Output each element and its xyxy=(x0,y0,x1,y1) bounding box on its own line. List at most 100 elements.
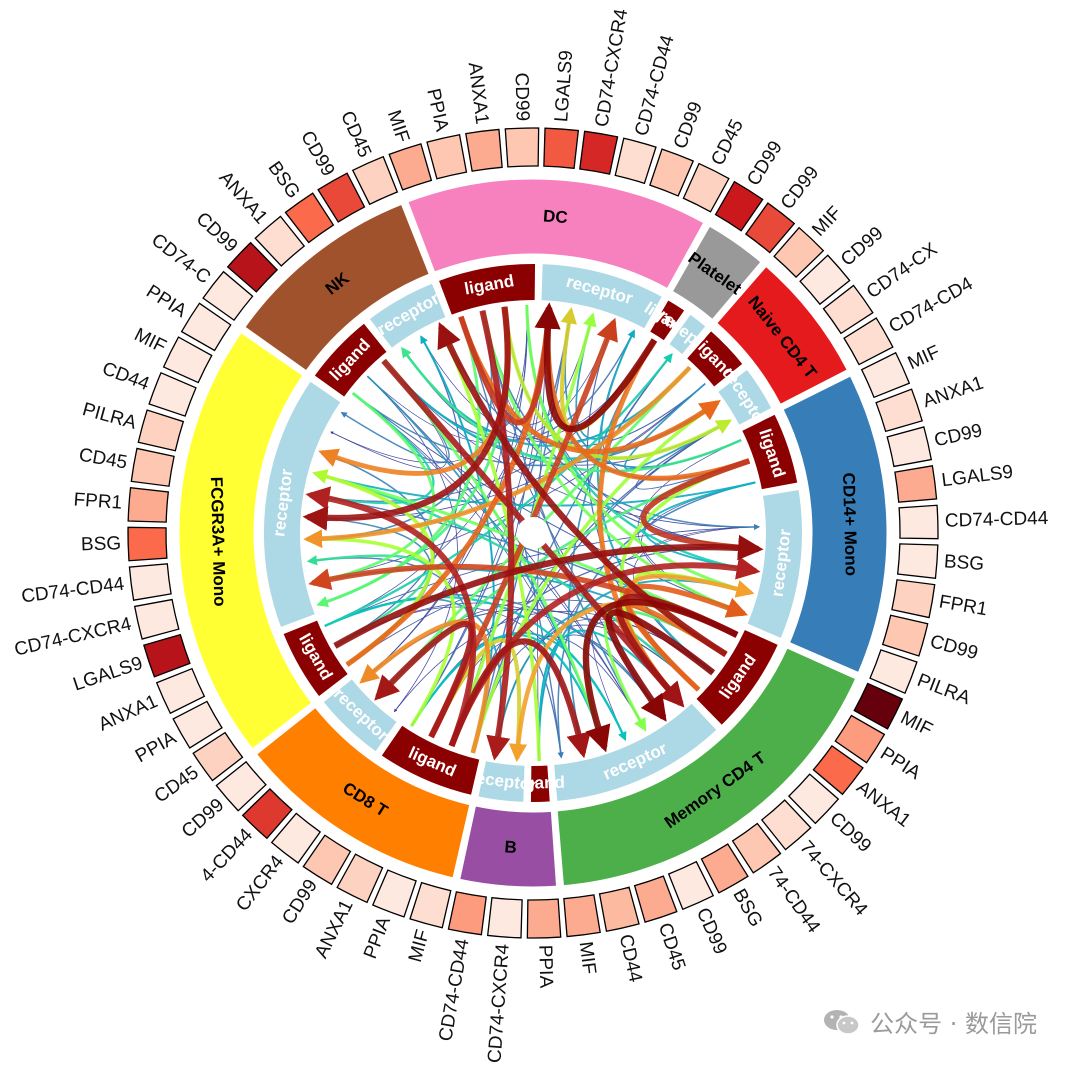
gene-label: CD44 xyxy=(99,358,152,395)
gene-cell xyxy=(898,504,939,540)
gene-cell xyxy=(127,486,170,523)
gene-cell xyxy=(633,875,678,923)
interaction-link xyxy=(525,305,754,597)
gene-cell xyxy=(598,886,640,933)
gene-label: CD74-C xyxy=(147,230,214,289)
interaction-link xyxy=(624,382,731,470)
receptor-segment xyxy=(552,700,720,804)
gene-cell xyxy=(180,302,232,352)
cell-type-sector xyxy=(241,201,433,375)
interaction-link xyxy=(480,310,747,616)
receptor-segment xyxy=(666,312,709,357)
gene-cell xyxy=(773,226,825,279)
gene-label: CD45 xyxy=(336,108,375,161)
gene-label: ANXA1 xyxy=(920,373,986,413)
interaction-link xyxy=(352,392,745,615)
cell-type-label: DC xyxy=(543,206,569,227)
interaction-link xyxy=(534,302,658,433)
gene-label: PPIA xyxy=(876,743,924,784)
gene-label: CD45 xyxy=(654,920,689,973)
watermark-text: 公众号 · 数信院 xyxy=(870,1010,1037,1038)
gene-label: ANXA1 xyxy=(311,897,358,962)
gene-cell xyxy=(130,447,175,487)
receptor-segment xyxy=(745,487,804,641)
receptor-segment xyxy=(367,281,448,351)
gene-cell xyxy=(891,579,936,619)
gene-cell xyxy=(853,682,904,730)
gene-cell xyxy=(843,317,894,366)
gene-cell xyxy=(192,731,244,782)
interaction-link xyxy=(458,303,560,426)
gene-cell xyxy=(127,526,168,562)
interaction-link xyxy=(471,400,720,754)
gene-cell xyxy=(744,202,796,254)
gene-label: CD99 xyxy=(928,631,980,664)
cell-type-sector xyxy=(176,329,316,753)
gene-cell xyxy=(875,388,923,433)
gene-cell xyxy=(133,598,180,640)
gene-cell xyxy=(155,667,206,715)
gene-cell xyxy=(667,860,715,911)
gene-label: CD74-CD44 xyxy=(20,574,126,608)
gene-label: MIF xyxy=(808,203,846,241)
gene-cell xyxy=(215,760,267,812)
interaction-link xyxy=(605,609,716,722)
gene-cell xyxy=(894,465,938,503)
gene-cell xyxy=(682,162,730,213)
gene-label: ANXA1 xyxy=(215,167,272,228)
gene-cell xyxy=(143,633,191,678)
gene-cell xyxy=(388,143,433,191)
interaction-link xyxy=(374,621,475,739)
gene-label: CD74-CXCR4 xyxy=(484,943,513,1064)
gene-cell xyxy=(241,787,293,840)
gene-cell xyxy=(162,336,213,384)
gene-cell xyxy=(486,896,523,939)
receptor-segment xyxy=(715,367,774,428)
interaction-link xyxy=(302,306,511,531)
gene-cell xyxy=(302,834,352,886)
ligand-segment xyxy=(379,723,482,798)
gene-cell xyxy=(860,351,911,399)
gene-label: LGALS9 xyxy=(71,653,146,696)
gene-label: ANXA1 xyxy=(464,61,493,125)
gene-cell xyxy=(731,822,782,874)
ligand-segment xyxy=(528,763,552,804)
gene-cell xyxy=(426,133,468,180)
cell-type-label: CD14+ Mono xyxy=(839,472,861,576)
interaction-link xyxy=(324,525,760,627)
gene-label: CD74-CD44 xyxy=(631,33,679,139)
ligand-segment xyxy=(281,618,351,699)
ligand-segment xyxy=(739,412,800,492)
gene-cell xyxy=(834,714,886,764)
gene-cell xyxy=(563,894,601,938)
gene-cell xyxy=(799,254,851,306)
gene-cells xyxy=(127,127,939,939)
interaction-link xyxy=(333,534,764,649)
receptor-segment xyxy=(476,758,527,804)
gene-label: CXCR4 xyxy=(232,851,288,915)
gene-cell xyxy=(254,215,306,267)
cell-type-label: FCGR3A+ Mono xyxy=(207,476,230,606)
gene-cell xyxy=(336,853,384,904)
gene-cell xyxy=(760,799,812,851)
gene-label: PILRA xyxy=(80,399,139,434)
gene-cell xyxy=(812,744,864,796)
gene-label: MIF xyxy=(905,342,943,375)
gene-cell xyxy=(649,148,695,197)
gene-label: CD44 xyxy=(615,932,646,984)
gene-cell xyxy=(172,700,223,749)
ligand-segment xyxy=(684,328,746,390)
gene-label: CD74-CD44 xyxy=(945,508,1049,532)
gene-cell xyxy=(869,649,918,695)
receptor-segment xyxy=(320,676,400,754)
gene-label: CD99 xyxy=(192,208,242,257)
gene-label: CD99 xyxy=(837,223,887,271)
interaction-link xyxy=(479,310,515,761)
gene-cell xyxy=(504,127,540,168)
gene-label: CD45 xyxy=(77,445,128,474)
gene-label: ANXA1 xyxy=(852,777,914,832)
interaction-link xyxy=(401,346,742,473)
interaction-link xyxy=(448,638,591,759)
interaction-link xyxy=(640,458,764,560)
gene-cell xyxy=(543,127,580,170)
